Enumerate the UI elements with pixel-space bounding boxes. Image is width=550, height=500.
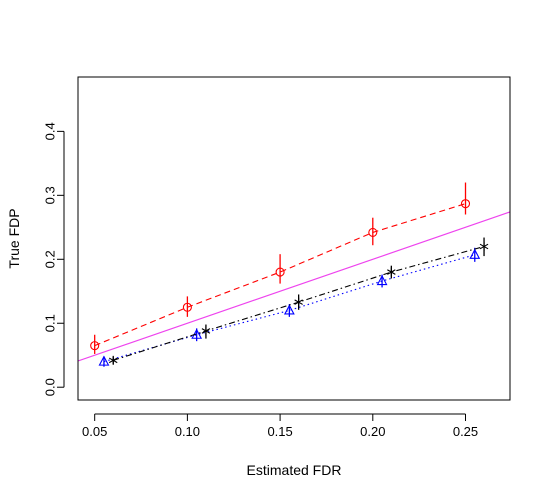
data-point-triangle: [98, 355, 110, 366]
data-point-asterisk: [201, 326, 211, 336]
data-point-triangle: [469, 248, 481, 259]
asterisk-stroke: [479, 243, 489, 250]
asterisk-stroke: [387, 269, 396, 275]
y-tick-label: 0.3: [43, 186, 58, 204]
series-triangle: [98, 247, 481, 367]
data-point-circle: [90, 341, 100, 351]
data-point-asterisk: [479, 241, 489, 251]
x-axis-label: Estimated FDR: [247, 462, 342, 478]
x-tick-label: 0.10: [175, 424, 200, 439]
asterisk-stroke: [201, 328, 211, 334]
data-point-circle: [368, 227, 378, 237]
series-layer: [90, 182, 489, 367]
plot-frame: [77, 76, 511, 401]
data-point-triangle: [376, 274, 388, 286]
series-line: [94, 203, 466, 347]
data-point-triangle: [283, 304, 295, 315]
data-point-asterisk: [108, 355, 118, 365]
asterisk-stroke: [108, 357, 118, 364]
x-tick-label: 0.20: [360, 424, 385, 439]
y-tick-label: 0.4: [43, 122, 58, 140]
y-tick-label: 0.1: [43, 314, 58, 332]
series-circle: [90, 182, 471, 354]
data-point-circle: [182, 302, 192, 312]
data-point-circle: [460, 199, 471, 209]
x-tick-label: 0.25: [453, 424, 478, 439]
x-tick-label: 0.05: [82, 424, 107, 439]
x-tick-label: 0.15: [267, 424, 292, 439]
y-axis-label: True FDP: [6, 208, 22, 268]
data-point-asterisk: [387, 267, 396, 277]
data-point-asterisk: [294, 297, 303, 307]
reference-line-layer: [78, 211, 510, 362]
axes-layer: 0.05 0.10 0.15 0.20 0.25 0.0 0.1 0.2 0.3 0.4: [43, 122, 479, 439]
series-asterisk: [108, 237, 489, 365]
data-point-circle: [275, 267, 285, 277]
y-tick-label: 0.2: [43, 250, 58, 268]
y-tick-label: 0.0: [43, 378, 58, 396]
reference-line: [78, 211, 510, 362]
asterisk-stroke: [294, 299, 303, 305]
